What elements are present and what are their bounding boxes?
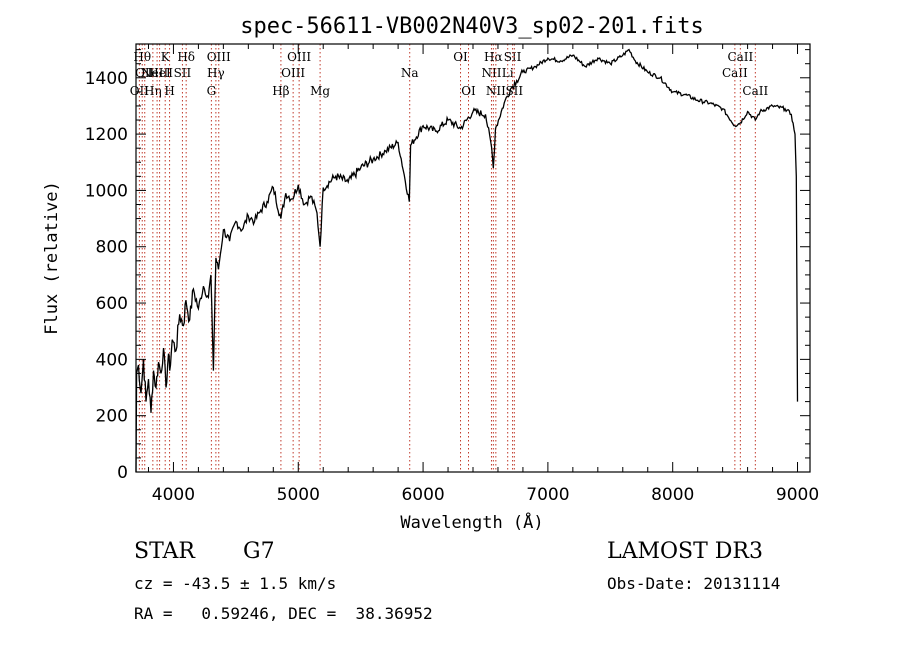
coordinates: RA = 0.59246, DEC = 38.36952 [134,604,433,623]
line-label-15: OIII [287,50,311,64]
x-axis-label: Wavelength (Å) [400,511,543,533]
y-tick-label-1: 200 [96,407,128,427]
line-label-1: Hθ [133,50,151,64]
line-label-3: Hη [144,84,162,98]
x-tick-label-1: 5000 [277,485,320,505]
line-label-10: G [207,84,217,98]
y-tick-label-3: 600 [96,294,128,314]
line-label-19: OI [461,84,476,98]
line-label-2: OII [135,66,155,80]
line-label-9: Hδ [177,50,195,64]
x-tick-label-0: 4000 [152,485,195,505]
x-tick-label-2: 6000 [401,485,444,505]
line-label-20: NII [481,66,501,80]
survey-name: LAMOST DR3 [607,539,763,564]
line-label-5: HeI [148,66,171,80]
line-label-7: H [164,84,174,98]
axis-ticks: 4000 5000 6000 7000 8000 9000 0 200 400 600 800 100… [85,44,819,505]
line-label-21: Hα [484,50,503,64]
line-label-6: K [161,50,171,64]
obs-date: Obs-Date: 20131114 [607,574,781,593]
line-label-17: Na [401,66,419,80]
line-label-23: Li [502,66,514,80]
y-tick-label-5: 1000 [85,181,128,201]
spectrum-line [135,48,799,473]
line-label-24: SII [504,50,522,64]
x-tick-label-4: 8000 [651,485,694,505]
object-subclass: G7 [243,539,275,564]
line-label-0: OII [130,84,150,98]
line-label-22: NII [486,84,506,98]
line-label-26: CaII [722,66,748,80]
line-label-27: CaII [727,50,753,64]
redshift-text: cz = -43.5 ± 1.5 km/s [134,574,337,593]
y-tick-label-7: 1400 [85,69,128,89]
spectral-lines: OIIHθOIIHηNeIIIHeIKHSIIHδGHγOIIIHβOIIIOI… [130,44,768,472]
y-tick-label-4: 800 [96,238,128,258]
line-label-8: SII [174,66,192,80]
line-label-14: OIII [281,66,305,80]
y-tick-label-2: 400 [96,350,128,370]
line-label-28: CaII [742,84,768,98]
y-tick-label-6: 1200 [85,125,128,145]
x-tick-label-5: 9000 [776,485,819,505]
x-tick-label-3: 7000 [526,485,569,505]
line-label-18: OI [453,50,468,64]
line-label-12: OIII [207,50,231,64]
y-axis-label: Flux (relative) [42,181,62,335]
line-label-13: Hβ [272,84,289,98]
y-tick-label-0: 0 [117,463,128,483]
chart-title: spec-56611-VB002N40V3_sp02-201.fits [240,14,704,39]
line-label-11: Hγ [207,66,225,80]
line-label-16: Mg [310,84,330,98]
object-class: STAR [134,539,195,564]
plot-frame [135,43,811,473]
